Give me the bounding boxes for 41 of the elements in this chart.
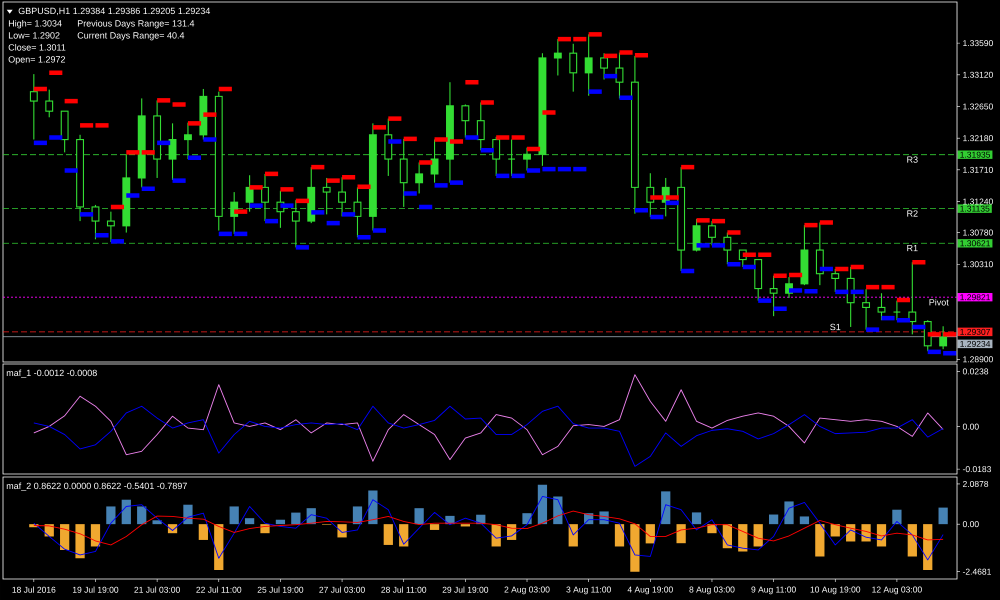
text: GBPUSD,H1 1.29384 1.29386 1.29205 1.29234 [18, 8, 210, 16]
y-tick-label: 2.0878 [962, 480, 988, 487]
y-tick-label: 1.33590 [963, 40, 993, 46]
x-tick-label: 18 Jul 2016 [12, 586, 56, 593]
y-tick-label: -2.4681 [962, 568, 991, 575]
annotation: High= 1.3034 [8, 20, 62, 28]
y-tick-label: 1.32650 [963, 103, 993, 110]
text: 1.30621 [960, 240, 990, 246]
annotation: Previous Days Range= 131.4 [78, 20, 194, 28]
x-tick-label: 3 Aug 11:00 [566, 586, 611, 594]
y-tick-label: 1.31240 [963, 198, 993, 205]
y-tick-label: 1.33120 [963, 72, 993, 78]
x-tick-label: 25 Jul 19:00 [258, 586, 304, 593]
x-tick-label: 28 Jul 11:00 [381, 586, 426, 593]
y-tick-label: 0.00 [962, 521, 979, 528]
text: 1.31935 [960, 152, 990, 158]
x-tick-label: 8 Aug 03:00 [689, 586, 735, 594]
y-tick-label: 0.0238 [962, 368, 988, 374]
y-tick-label: 1.32180 [963, 135, 993, 142]
x-tick-label: 4 Aug 19:00 [628, 586, 673, 594]
x-tick-label: 12 Aug 03:00 [872, 586, 922, 594]
y-tick-label: -0.0183 [962, 466, 992, 472]
x-tick-label: 21 Jul 03:00 [134, 586, 180, 593]
x-tick-label: 22 Jul 11:00 [196, 586, 242, 593]
x-tick-label: 19 Jul 19:00 [72, 586, 118, 593]
text: maf_2 0.8622 0.0000 0.8622 -0.5401 -0.7897 [6, 482, 187, 491]
y-tick-label: 1.28900 [963, 356, 993, 362]
x-tick-label: 2 Aug 03:00 [504, 586, 550, 594]
y-tick-label: 1.30310 [963, 261, 993, 268]
x-tick-label: 9 Aug 11:00 [751, 586, 796, 594]
text: maf_1 -0.0012 -0.0008 [6, 369, 97, 378]
y-tick-label: 1.31710 [963, 166, 993, 173]
text: 1.29307 [960, 328, 990, 335]
x-tick-label: 10 Aug 19:00 [810, 586, 860, 594]
text: 1.29821 [960, 294, 990, 300]
x-tick-label: 27 Jul 03:00 [319, 586, 365, 593]
text: 1.31135 [960, 206, 990, 212]
x-tick-label: 29 Jul 19:00 [442, 586, 488, 593]
text: 1.29234 [960, 340, 990, 347]
y-tick-label: 1.30780 [963, 230, 993, 236]
y-tick-label: 0.00 [962, 424, 979, 430]
